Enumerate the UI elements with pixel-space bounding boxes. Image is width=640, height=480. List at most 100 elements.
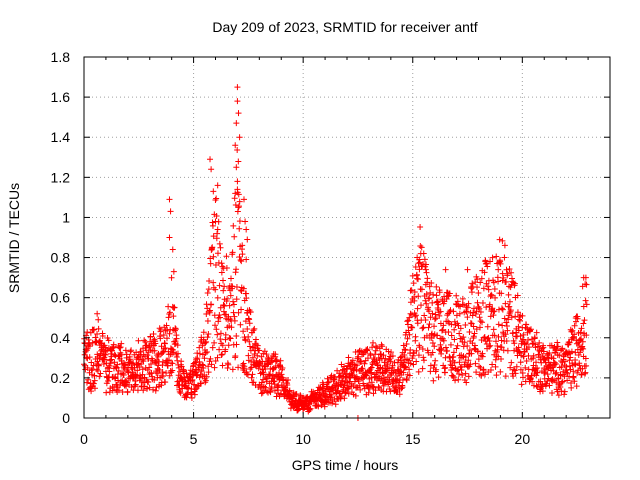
data-point bbox=[577, 349, 584, 356]
data-point bbox=[431, 323, 438, 330]
data-point bbox=[214, 294, 221, 301]
data-point bbox=[483, 260, 490, 267]
data-point bbox=[487, 313, 494, 320]
data-point bbox=[210, 188, 217, 195]
data-point bbox=[422, 297, 429, 304]
data-point bbox=[443, 295, 450, 302]
data-point bbox=[406, 366, 413, 373]
data-point bbox=[341, 395, 348, 402]
data-point bbox=[103, 389, 110, 396]
data-point bbox=[499, 270, 506, 277]
data-point bbox=[217, 336, 224, 343]
data-point bbox=[533, 372, 540, 379]
data-point bbox=[523, 341, 530, 348]
data-point bbox=[239, 251, 246, 258]
data-point bbox=[223, 264, 230, 271]
data-point bbox=[492, 356, 499, 363]
data-point bbox=[247, 366, 254, 373]
data-point bbox=[86, 354, 93, 361]
data-point bbox=[397, 368, 404, 375]
data-point bbox=[246, 343, 253, 350]
data-point bbox=[225, 342, 232, 349]
data-point bbox=[497, 368, 504, 375]
data-point bbox=[420, 324, 427, 331]
data-point bbox=[565, 339, 572, 346]
data-point bbox=[555, 392, 562, 399]
data-point bbox=[107, 357, 114, 364]
data-point bbox=[415, 276, 422, 283]
data-point bbox=[580, 345, 587, 352]
data-point bbox=[132, 373, 139, 380]
data-point bbox=[415, 260, 422, 267]
data-point bbox=[144, 352, 151, 359]
data-point bbox=[473, 326, 480, 333]
data-point bbox=[486, 301, 493, 308]
data-point bbox=[278, 390, 285, 397]
data-point bbox=[153, 384, 160, 391]
data-point bbox=[332, 401, 339, 408]
data-point bbox=[522, 364, 529, 371]
data-point bbox=[246, 338, 253, 345]
data-point bbox=[221, 283, 228, 290]
data-point bbox=[541, 369, 548, 376]
data-point bbox=[480, 367, 487, 374]
data-point bbox=[435, 301, 442, 308]
data-point bbox=[578, 325, 585, 332]
data-point bbox=[476, 363, 483, 370]
data-point bbox=[272, 364, 279, 371]
data-point bbox=[459, 295, 466, 302]
data-point bbox=[399, 384, 406, 391]
data-point bbox=[418, 244, 425, 251]
data-point bbox=[231, 317, 238, 324]
data-point bbox=[328, 391, 335, 398]
data-point bbox=[408, 287, 415, 294]
data-point bbox=[498, 290, 505, 297]
data-point bbox=[203, 373, 210, 380]
data-point bbox=[451, 336, 458, 343]
data-point bbox=[235, 191, 242, 198]
data-point bbox=[209, 222, 216, 229]
data-point bbox=[568, 348, 575, 355]
data-point bbox=[324, 379, 331, 386]
data-point bbox=[451, 359, 458, 366]
data-point bbox=[495, 266, 502, 273]
data-point bbox=[188, 385, 195, 392]
data-point bbox=[205, 363, 212, 370]
grid-lines bbox=[84, 57, 610, 418]
data-point bbox=[474, 299, 481, 306]
data-point bbox=[173, 335, 180, 342]
y-axis-label: SRMTID / TECUs bbox=[6, 183, 22, 293]
data-point bbox=[274, 383, 281, 390]
data-point bbox=[254, 352, 261, 359]
data-point bbox=[365, 389, 372, 396]
data-point bbox=[408, 311, 415, 318]
data-point bbox=[502, 331, 509, 338]
data-point bbox=[475, 356, 482, 363]
data-point bbox=[438, 346, 445, 353]
data-point bbox=[128, 383, 135, 390]
data-point bbox=[239, 242, 246, 249]
data-point bbox=[448, 332, 455, 339]
data-point bbox=[418, 286, 425, 293]
data-point bbox=[510, 373, 517, 380]
data-point bbox=[484, 263, 491, 270]
data-point bbox=[228, 275, 235, 282]
data-point bbox=[156, 367, 163, 374]
data-point bbox=[389, 362, 396, 369]
data-point bbox=[480, 285, 487, 292]
data-point bbox=[160, 373, 167, 380]
data-point bbox=[467, 320, 474, 327]
data-point bbox=[244, 326, 251, 333]
data-point bbox=[146, 384, 153, 391]
data-point bbox=[235, 204, 242, 211]
data-point bbox=[164, 362, 171, 369]
data-point bbox=[507, 307, 514, 314]
data-point bbox=[243, 370, 250, 377]
data-point bbox=[429, 340, 436, 347]
data-point bbox=[157, 326, 164, 333]
data-point bbox=[409, 324, 416, 331]
data-point bbox=[241, 363, 248, 370]
data-point bbox=[484, 283, 491, 290]
data-point bbox=[409, 272, 416, 279]
data-point bbox=[258, 353, 265, 360]
